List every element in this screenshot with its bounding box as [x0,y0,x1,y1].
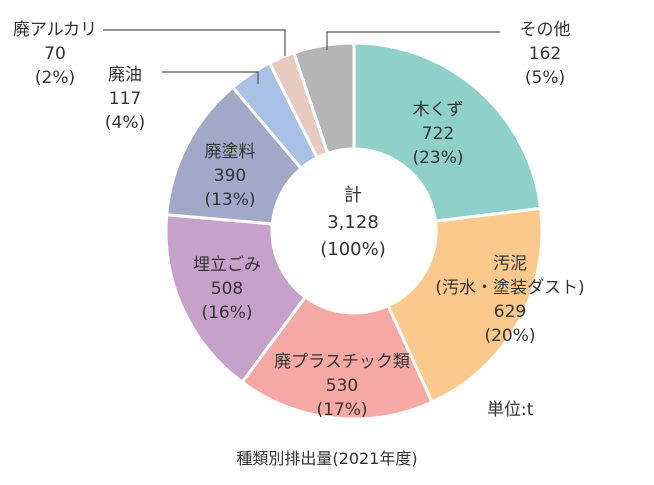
slice-label-landfill: 埋立ごみ 508 (16%) [172,253,282,325]
slice-wood [352,41,543,223]
slice-value: 70 [44,44,66,64]
slice-percent: (13%) [204,190,256,210]
slice-name: 廃油 [108,65,142,85]
slice-name: 廃プラスチック類 [274,352,410,372]
slice-value: 162 [528,44,562,64]
slice-label-wood: 木くず 722 (23%) [388,98,488,170]
total-percent: (100%) [320,239,386,260]
slice-percent: (17%) [316,400,368,420]
slice-name: 廃塗料 [204,142,256,162]
slice-percent: (4%) [104,113,146,133]
slice-percent: (20%) [484,326,536,346]
chart-caption: 種類別排出量(2021年度) [236,449,418,468]
slice-other [291,41,356,156]
slice-name: 木くず [412,100,464,120]
slice-name: 廃アルカリ [12,20,98,40]
slice-landfill [164,213,308,385]
slice-name: 汚泥 [493,254,527,274]
slice-label-oil: 廃油 117 (4%) [90,63,160,135]
slice-sludge [386,206,544,405]
slice-label-sludge: 汚泥 (汚水・塗装ダスト) 629 (20%) [420,252,600,348]
total-title: 計 [344,185,362,206]
leader-line-oil [162,71,259,84]
slice-percent: (16%) [201,303,253,323]
slice-plastic [240,294,434,421]
unit-label: 単位:t [487,400,534,420]
slice-value: 530 [325,376,359,396]
slice-percent: (5%) [524,68,566,88]
slice-percent: (2%) [34,68,76,88]
leader-line-alkali [103,29,286,56]
slice-value: 117 [108,89,142,109]
slice-sublabel: (汚水・塗装ダスト) [435,278,585,298]
slice-value: 629 [493,302,527,322]
slice-value: 508 [210,279,244,299]
slice-name: その他 [519,20,571,40]
slice-name: 埋立ごみ [193,255,261,275]
leader-line-other [326,31,500,50]
slice-label-paint: 廃塗料 390 (13%) [180,140,280,212]
slice-value: 722 [421,124,455,144]
slice-label-other: その他 162 (5%) [505,18,585,90]
total-value: 3,128 [327,212,379,233]
slice-label-plastic: 廃プラスチック類 530 (17%) [257,350,427,422]
slice-label-alkali: 廃アルカリ 70 (2%) [5,18,105,90]
slice-percent: (23%) [412,148,464,168]
center-total-label: 計 3,128 (100%) [298,182,408,263]
slice-value: 390 [213,166,247,186]
